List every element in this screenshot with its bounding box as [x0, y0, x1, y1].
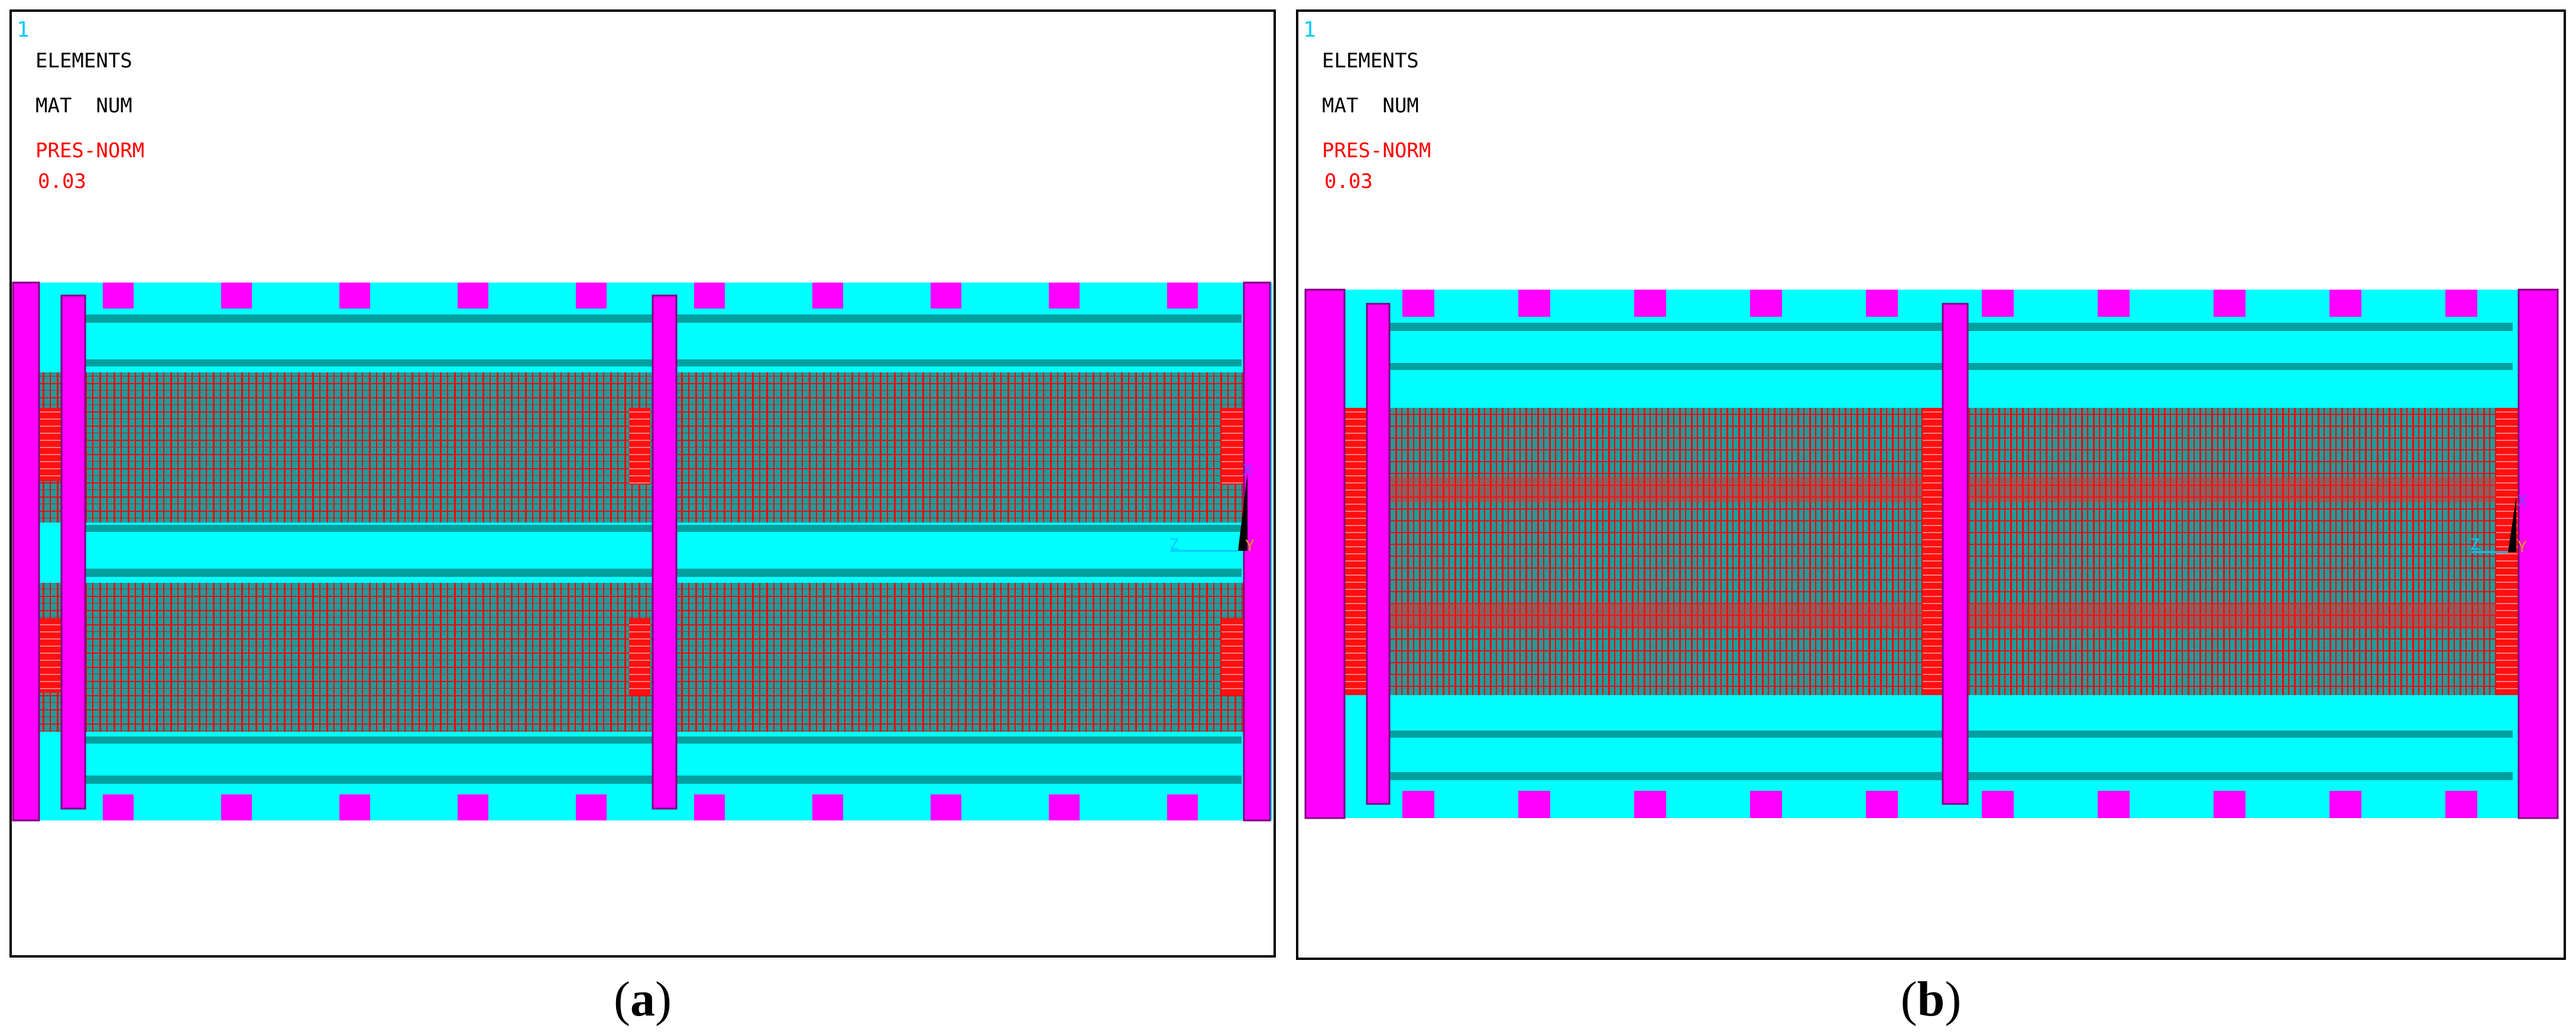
panel-a-triad-x-label: X: [1243, 462, 1252, 479]
panel-b-load-label: PRES-NORM: [1322, 139, 1431, 163]
panel-a-triad-y-label: Y: [1245, 537, 1255, 555]
panel-a-load-edge: [39, 618, 64, 693]
panel-b-bottom-tabs: [1402, 791, 2477, 818]
panel-a-tab: [221, 794, 252, 820]
panel-a-load-edge: [39, 408, 64, 481]
panel-b-axis-triad: X Y Z: [2470, 492, 2527, 556]
panel-b-tab: [1402, 290, 1434, 317]
panel-a-triad-marker: [1238, 473, 1248, 551]
panel-b: 1 ELEMENTS MAT NUM PRES-NORM 0.03: [1296, 9, 2566, 1027]
panel-a-tab: [1167, 283, 1198, 309]
panel-a-load-edge: [629, 408, 650, 485]
panel-a-load-label: PRES-NORM: [35, 139, 144, 163]
panel-a-window-number: 1: [17, 18, 30, 42]
panel-a-load-edge: [1221, 618, 1245, 695]
panel-a-tab: [576, 283, 607, 309]
panel-a-tab: [1167, 794, 1198, 820]
panel-b-tab: [2098, 290, 2130, 317]
panel-a-end-support-right: [1243, 281, 1271, 822]
panel-b-tab: [2098, 791, 2130, 818]
panel-a-tab: [103, 794, 134, 820]
panel-b-tab: [2214, 290, 2246, 317]
panel-b-caption: (b): [1901, 972, 1962, 1027]
panel-b-tab: [2445, 791, 2477, 818]
panel-b-tab: [1750, 290, 1782, 317]
panel-a-tab: [1049, 283, 1080, 309]
panel-a-triad-z-label: Z: [1169, 536, 1179, 554]
panel-a-bottom-tabs: [103, 794, 1198, 820]
panel-b-end-support-left: [1304, 288, 1346, 819]
panel-a-caption: (a): [614, 972, 672, 1027]
panel-b-model: [1304, 288, 2559, 819]
caption-letter: b: [1917, 972, 1945, 1027]
panel-a-tab: [221, 283, 252, 309]
panel-b-triad-y-label: Y: [2517, 538, 2527, 556]
panel-a-axis-triad: X Y Z: [1169, 462, 1255, 555]
panel-a-tab: [931, 794, 961, 820]
panel-b-load-value: 0.03: [1324, 170, 1373, 193]
panel-b-tab: [1402, 791, 1434, 818]
caption-close-paren: ): [1945, 972, 1961, 1027]
panel-b-load-edge: [1923, 408, 1943, 695]
panel-b-top-tabs: [1402, 290, 2477, 317]
panel-a-tab: [339, 794, 370, 820]
caption-open-paren: (: [614, 972, 630, 1027]
panel-b-tab: [1982, 290, 2014, 317]
panel-a-tab: [458, 283, 488, 309]
panel-b-window-number: 1: [1303, 18, 1316, 42]
panel-b-tab: [1634, 791, 1666, 818]
panel-b-legend-elements: ELEMENTS: [1322, 49, 1419, 73]
caption-letter: a: [630, 972, 655, 1027]
panel-a-load-edge: [629, 618, 650, 695]
panel-b-stiffener: [1942, 303, 1969, 805]
panel-b-legend-mat-num: MAT NUM: [1322, 94, 1419, 118]
panel-a-end-support-left: [12, 281, 40, 822]
panel-b-tab: [1866, 290, 1898, 317]
panel-a-tab: [576, 794, 607, 820]
panel-b-tab: [1518, 290, 1550, 317]
panel-a-load-edge: [1221, 408, 1245, 485]
panel-a-tab: [931, 283, 961, 309]
panel-a-tab: [1049, 794, 1080, 820]
caption-close-paren: ): [655, 972, 672, 1027]
panel-a-tab: [812, 283, 843, 309]
panel-b-tab: [2329, 791, 2361, 818]
panel-a-tab: [103, 283, 134, 309]
panel-a-load-value: 0.03: [38, 170, 86, 193]
panel-b-tab: [1518, 791, 1550, 818]
panel-b-tab: [1866, 791, 1898, 818]
panel-b-load-edge: [1343, 408, 1367, 695]
panel-b-triad-x-label: X: [2517, 492, 2527, 510]
panel-a: 1 ELEMENTS MAT NUM PRES-NORM 0.03: [9, 9, 1276, 1027]
panel-a-top-tabs: [103, 283, 1198, 309]
panel-a-tab: [339, 283, 370, 309]
panel-a-stiffener: [60, 294, 86, 810]
panel-b-tab: [2445, 290, 2477, 317]
panel-a-legend-mat-num: MAT NUM: [35, 94, 132, 118]
caption-open-paren: (: [1901, 972, 1917, 1027]
panel-a-tab: [694, 794, 725, 820]
panel-b-tab: [1634, 290, 1666, 317]
panel-a-tab: [694, 283, 725, 309]
panel-b-stiffener: [1366, 303, 1391, 805]
panel-a-tab: [458, 794, 488, 820]
panel-a-stiffener: [652, 294, 678, 810]
panel-b-end-support-right: [2517, 288, 2559, 819]
panel-b-tab: [2329, 290, 2361, 317]
panel-a-tab: [812, 794, 843, 820]
panel-b-tab: [1982, 791, 2014, 818]
panel-b-triad-marker: [2508, 497, 2516, 552]
panel-b-tab: [1750, 791, 1782, 818]
panel-b-tab: [2214, 791, 2246, 818]
panel-b-triad-z-label: Z: [2470, 536, 2480, 554]
panel-a-legend-elements: ELEMENTS: [35, 49, 132, 73]
panel-a-model: [12, 281, 1272, 822]
